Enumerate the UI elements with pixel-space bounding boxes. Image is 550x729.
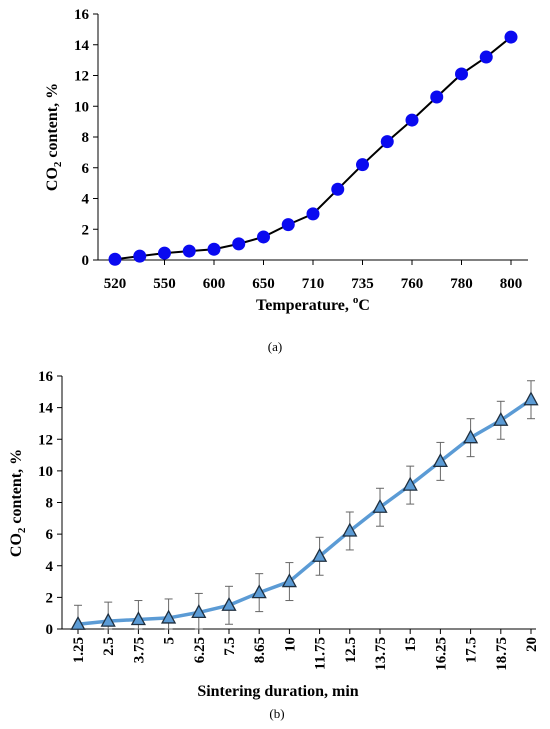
data-point bbox=[70, 615, 86, 630]
data-point bbox=[251, 584, 267, 599]
y-tick-label: 8 bbox=[46, 496, 54, 512]
y-tick-label: 12 bbox=[38, 432, 53, 448]
x-tick-label: 8.65 bbox=[252, 637, 268, 663]
data-point bbox=[479, 50, 493, 64]
x-tick-label: 12.5 bbox=[343, 637, 359, 663]
x-tick-label: 7.5 bbox=[222, 637, 238, 656]
y-tick-label: 14 bbox=[38, 401, 54, 417]
panel-b-x-axis-title: Sintering duration, min bbox=[197, 683, 358, 700]
x-tick-label: 780 bbox=[450, 276, 473, 292]
x-tick-label: 17.5 bbox=[464, 637, 480, 663]
x-tick-label: 13.75 bbox=[373, 637, 389, 671]
x-tick-label: 650 bbox=[252, 276, 275, 292]
data-point bbox=[257, 230, 270, 244]
panel-b-error-bars bbox=[74, 380, 535, 630]
data-point bbox=[108, 252, 122, 266]
data-point bbox=[182, 244, 196, 258]
y-tick-label: 0 bbox=[82, 253, 90, 269]
panel-a-x-axis-title: Temperature, oC bbox=[256, 294, 370, 314]
y-tick-label: 16 bbox=[38, 369, 54, 385]
x-tick-label: 5 bbox=[162, 637, 178, 645]
panel-b-y-ticks: 0 2 4 6 8 10 12 14 16 bbox=[38, 369, 62, 638]
panel-a-label: (a) bbox=[268, 339, 282, 354]
data-point bbox=[331, 182, 345, 196]
y-tick-label: 4 bbox=[82, 192, 90, 208]
panel-a-points bbox=[108, 30, 518, 266]
data-point bbox=[306, 207, 320, 221]
x-tick-label: 800 bbox=[500, 276, 523, 292]
panel-b-label: (b) bbox=[269, 706, 284, 721]
y-tick-label: 0 bbox=[46, 622, 54, 638]
data-point bbox=[191, 604, 207, 619]
x-tick-label: 600 bbox=[203, 276, 226, 292]
x-tick-label: 735 bbox=[351, 276, 374, 292]
x-tick-label: 10 bbox=[282, 637, 298, 652]
x-tick-label: 710 bbox=[302, 276, 325, 292]
panel-b-y-axis-title: CO2 content, % bbox=[8, 449, 28, 557]
data-point bbox=[130, 611, 146, 626]
x-tick-label: 1.25 bbox=[71, 637, 87, 663]
chart-panel-a: 0 2 4 6 8 10 12 14 16 520 550 600 650 710 735 760 780 80… bbox=[44, 7, 528, 354]
data-point bbox=[455, 67, 468, 81]
x-tick-label: 3.75 bbox=[131, 637, 147, 663]
panel-b-points bbox=[70, 391, 539, 630]
panel-a-y-axis-title: CO2 content, % bbox=[44, 83, 64, 191]
data-point bbox=[312, 547, 328, 562]
x-tick-label: 520 bbox=[104, 276, 127, 292]
y-tick-label: 8 bbox=[82, 130, 90, 146]
data-point bbox=[523, 391, 539, 406]
y-tick-label: 2 bbox=[46, 590, 54, 606]
x-tick-label: 15 bbox=[403, 637, 419, 652]
data-point bbox=[372, 498, 388, 513]
data-point bbox=[504, 30, 518, 44]
data-point bbox=[281, 218, 295, 232]
data-point bbox=[405, 113, 419, 127]
x-tick-label: 760 bbox=[401, 276, 424, 292]
y-tick-label: 4 bbox=[46, 559, 54, 575]
data-point bbox=[402, 476, 418, 491]
y-tick-label: 14 bbox=[74, 38, 90, 54]
x-tick-label: 6.25 bbox=[192, 637, 208, 663]
y-tick-label: 12 bbox=[74, 69, 89, 85]
data-point bbox=[232, 237, 246, 251]
panel-a-series-line bbox=[114, 36, 512, 261]
x-tick-label: 550 bbox=[153, 276, 176, 292]
y-tick-label: 10 bbox=[74, 99, 89, 115]
data-point bbox=[356, 158, 369, 172]
y-tick-label: 16 bbox=[74, 7, 90, 23]
y-tick-label: 6 bbox=[46, 527, 54, 543]
data-point bbox=[207, 242, 221, 256]
y-tick-label: 10 bbox=[38, 464, 53, 480]
data-point bbox=[158, 246, 171, 260]
y-tick-label: 6 bbox=[82, 161, 90, 177]
x-tick-label: 20 bbox=[524, 637, 540, 652]
panel-b-x-ticks: 1.25 2.5 3.75 5 6.25 7.5 8.65 10 11.75 12.5 13.75 1… bbox=[71, 629, 540, 671]
data-point bbox=[281, 573, 297, 588]
data-point bbox=[380, 135, 394, 149]
data-point bbox=[493, 411, 509, 426]
x-tick-label: 16.25 bbox=[433, 637, 449, 671]
data-point bbox=[463, 429, 479, 444]
panel-a-y-ticks: 0 2 4 6 8 10 12 14 16 bbox=[74, 7, 98, 269]
data-point bbox=[430, 90, 444, 104]
panel-a-x-ticks: 520 550 600 650 710 735 760 780 800 bbox=[104, 260, 523, 292]
data-point bbox=[221, 596, 237, 611]
x-tick-label: 11.75 bbox=[313, 637, 329, 670]
panel-b-series-line bbox=[77, 398, 532, 626]
x-tick-label: 2.5 bbox=[101, 637, 117, 656]
data-point bbox=[342, 522, 358, 537]
x-tick-label: 18.75 bbox=[494, 637, 510, 671]
data-point bbox=[133, 249, 147, 263]
data-point bbox=[161, 609, 177, 624]
y-tick-label: 2 bbox=[82, 222, 90, 238]
data-point bbox=[432, 453, 448, 468]
data-point bbox=[100, 612, 116, 627]
